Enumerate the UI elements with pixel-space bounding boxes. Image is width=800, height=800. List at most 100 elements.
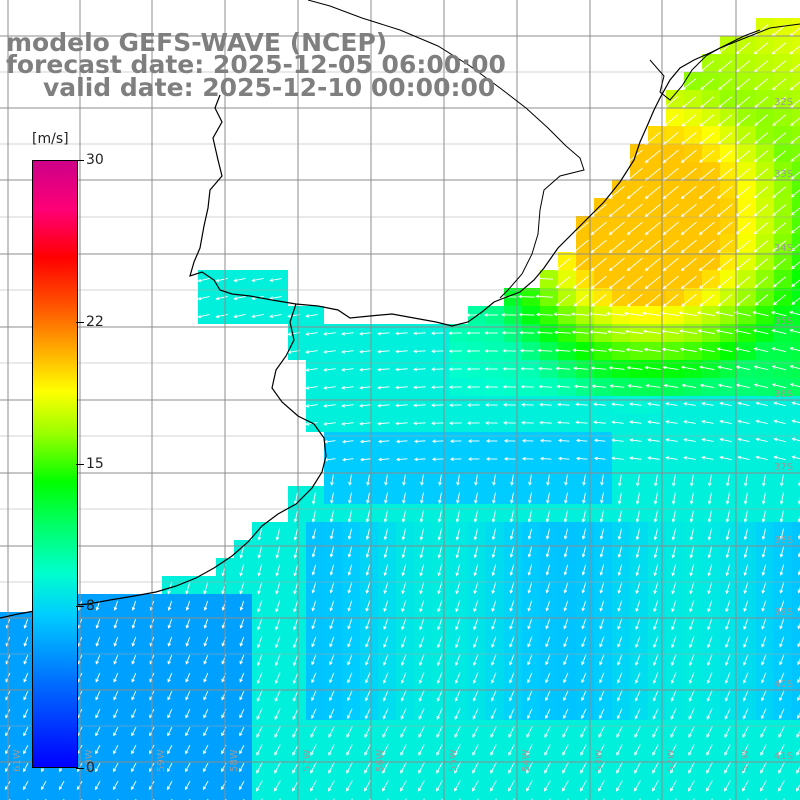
wind-arrow [168, 618, 173, 629]
wind-arrow-head [779, 661, 783, 666]
wind-arrow-head [635, 590, 639, 595]
wind-arrow-head [366, 482, 370, 486]
wind-arrow-head [431, 367, 435, 372]
wind-arrow-head [626, 213, 631, 218]
wind-arrow-head [365, 643, 369, 648]
wind-arrow-head [771, 365, 776, 369]
wind-arrow-head [626, 267, 631, 272]
wind-speed-cell [792, 144, 800, 162]
wind-arrow [761, 672, 767, 683]
wind-arrow [436, 744, 443, 756]
wind-arrow-head [323, 332, 328, 336]
wind-speed-cell [36, 792, 54, 800]
wind-arrow [718, 366, 733, 371]
wind-arrow-head [413, 349, 417, 354]
wind-arrow-head [346, 769, 350, 774]
wind-arrow [681, 293, 697, 307]
wind-arrow [364, 780, 371, 792]
wind-arrow-head [221, 678, 225, 683]
wind-arrow [735, 203, 751, 217]
wind-arrow [681, 167, 697, 181]
wind-arrow [306, 368, 318, 371]
wind-arrow [328, 726, 335, 738]
wind-arrow-head [752, 329, 757, 333]
wind-arrow-head [618, 482, 622, 487]
wind-arrow-head [564, 482, 568, 486]
wind-arrow [798, 586, 800, 593]
wind-arrow-head [580, 715, 585, 720]
wind-arrow-head [760, 769, 764, 774]
wind-arrow [490, 726, 497, 738]
wind-arrow-head [274, 698, 279, 703]
wind-arrow-head [95, 750, 99, 755]
wind-arrow [690, 474, 694, 486]
wind-arrow-head [491, 572, 496, 577]
wind-arrow [365, 636, 371, 647]
wind-arrow [456, 564, 461, 576]
wind-arrow-head [653, 626, 657, 631]
wind-arrow [734, 311, 751, 317]
wind-arrow-head [305, 368, 310, 372]
wind-arrow [708, 582, 713, 594]
wind-arrow [378, 386, 390, 389]
wind-arrow [754, 96, 769, 108]
wind-arrow-head [598, 769, 602, 774]
wind-arrow [240, 600, 245, 611]
wind-arrow [414, 422, 426, 424]
wind-arrow-head [501, 331, 506, 335]
wind-arrow-head [203, 678, 207, 683]
wind-arrow [699, 131, 715, 145]
wind-arrow [366, 582, 371, 594]
wind-arrow [24, 618, 29, 629]
wind-arrow-head [652, 662, 657, 666]
wind-arrow [634, 726, 641, 738]
wind-arrow [292, 726, 299, 738]
wind-arrow [234, 314, 246, 318]
wind-arrow [591, 275, 607, 289]
wind-arrow-head [436, 715, 440, 720]
wind-arrow-head [329, 518, 334, 523]
wind-arrow [132, 600, 137, 611]
wind-arrow [681, 275, 697, 289]
wind-arrow-head [348, 482, 352, 486]
wind-arrow-head [717, 302, 722, 307]
wind-arrow [648, 439, 660, 442]
wind-arrow-head [562, 751, 566, 756]
wind-arrow-head [400, 697, 405, 702]
wind-arrow [634, 780, 641, 792]
wind-arrow-head [292, 787, 296, 792]
wind-arrow-head [761, 661, 765, 666]
wind-arrow-head [754, 104, 758, 108]
wind-speed-cell [792, 648, 800, 666]
wind-arrow [725, 654, 731, 666]
wind-arrow [491, 654, 497, 666]
wind-arrow [310, 744, 317, 756]
wind-arrow [754, 150, 769, 162]
wind-arrow [384, 564, 389, 576]
wind-arrow-head [509, 571, 514, 576]
wind-arrow-head [305, 422, 310, 426]
wind-arrow [576, 421, 588, 424]
wind-arrow-head [698, 249, 703, 254]
wind-arrow-head [754, 302, 759, 306]
wind-arrow [663, 131, 679, 145]
wind-arrow [475, 474, 478, 486]
wind-arrow [647, 403, 660, 406]
wind-arrow [754, 348, 769, 353]
wind-arrow-head [203, 696, 207, 701]
wind-arrow [474, 564, 479, 576]
wind-speed-cell [792, 414, 800, 432]
wind-arrow-head [256, 662, 261, 667]
wind-arrow-head [761, 553, 766, 558]
wind-arrow [600, 528, 605, 540]
wind-arrow-head [663, 383, 668, 388]
wind-arrow-head [275, 590, 279, 595]
wind-arrow [653, 654, 659, 666]
wind-arrow-head [771, 347, 776, 351]
wind-arrow-head [347, 535, 352, 540]
wind-arrow-head [490, 715, 495, 720]
wind-arrow [519, 314, 535, 316]
wind-arrow [546, 546, 551, 557]
wind-arrow-head [492, 482, 496, 486]
wind-arrow [682, 384, 697, 388]
